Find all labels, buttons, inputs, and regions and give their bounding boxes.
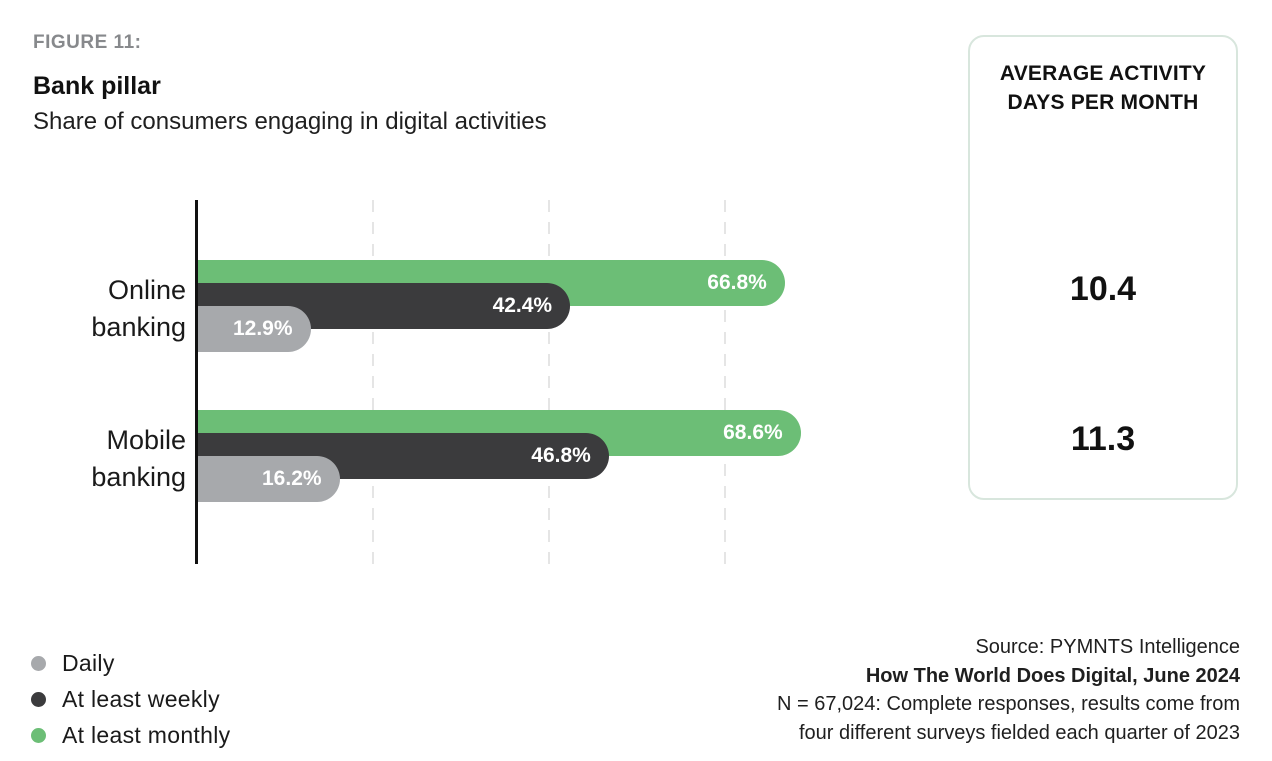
gridline-40-pct [548,200,550,564]
source-line-2: How The World Does Digital, June 2024 [865,664,1240,687]
gridline-60-pct [724,200,726,564]
value-label-online-banking-daily: 12.9% [232,317,293,340]
value-label-mobile-banking-at-least-weekly: 46.8% [531,444,591,467]
panel-value-online-banking: 10.4 [1069,270,1137,308]
gridline-20-pct [372,200,374,564]
panel-value-mobile-banking: 11.3 [1070,420,1136,458]
figure-number-label: FIGURE 11: [33,32,142,53]
bar-mobile-banking-daily: 16.2% [197,456,340,502]
value-label-mobile-banking-at-least-monthly: 68.6% [723,421,783,444]
panel-title-line-2: DAYS PER MONTH [1007,91,1199,114]
bar-online-banking-daily: 12.9% [197,306,311,352]
category-label-online-banking: Online banking [91,275,186,342]
panel-title: AVERAGE ACTIVITY DAYS PER MONTH [970,59,1236,117]
value-label-online-banking-at-least-weekly: 42.4% [492,294,553,317]
chart-legend: Daily At least weekly At least monthly [31,645,230,753]
legend-label-at-least-weekly: At least weekly [62,685,220,712]
figure-subtitle: Share of consumers engaging in digital a… [33,108,547,135]
value-label-mobile-banking-daily: 16.2% [262,467,322,490]
legend-item-at-least-monthly: At least monthly [31,717,230,753]
source-attribution: Source: PYMNTS Intelligence How The World… [680,633,1240,747]
source-line-4: four different surveys fielded each quar… [798,721,1240,744]
legend-dot-at-least-weekly [31,691,46,707]
y-axis-line [195,200,198,564]
figure-title: Bank pillar [33,72,161,100]
source-line-1: Source: PYMNTS Intelligence [975,636,1240,658]
legend-label-daily: Daily [62,649,115,676]
panel-title-line-1: AVERAGE ACTIVITY [999,62,1207,85]
source-line-3: N = 67,024: Complete responses, results … [777,693,1240,715]
legend-item-at-least-weekly: At least weekly [31,681,230,717]
category-label-mobile-banking: Mobile banking [91,425,186,492]
legend-dot-daily [31,655,46,671]
legend-dot-at-least-monthly [31,727,46,743]
legend-item-daily: Daily [31,645,230,681]
value-label-online-banking-at-least-monthly: 66.8% [707,271,767,294]
average-activity-panel: AVERAGE ACTIVITY DAYS PER MONTH 10.4 11.… [968,35,1238,500]
legend-label-at-least-monthly: At least monthly [62,721,231,748]
